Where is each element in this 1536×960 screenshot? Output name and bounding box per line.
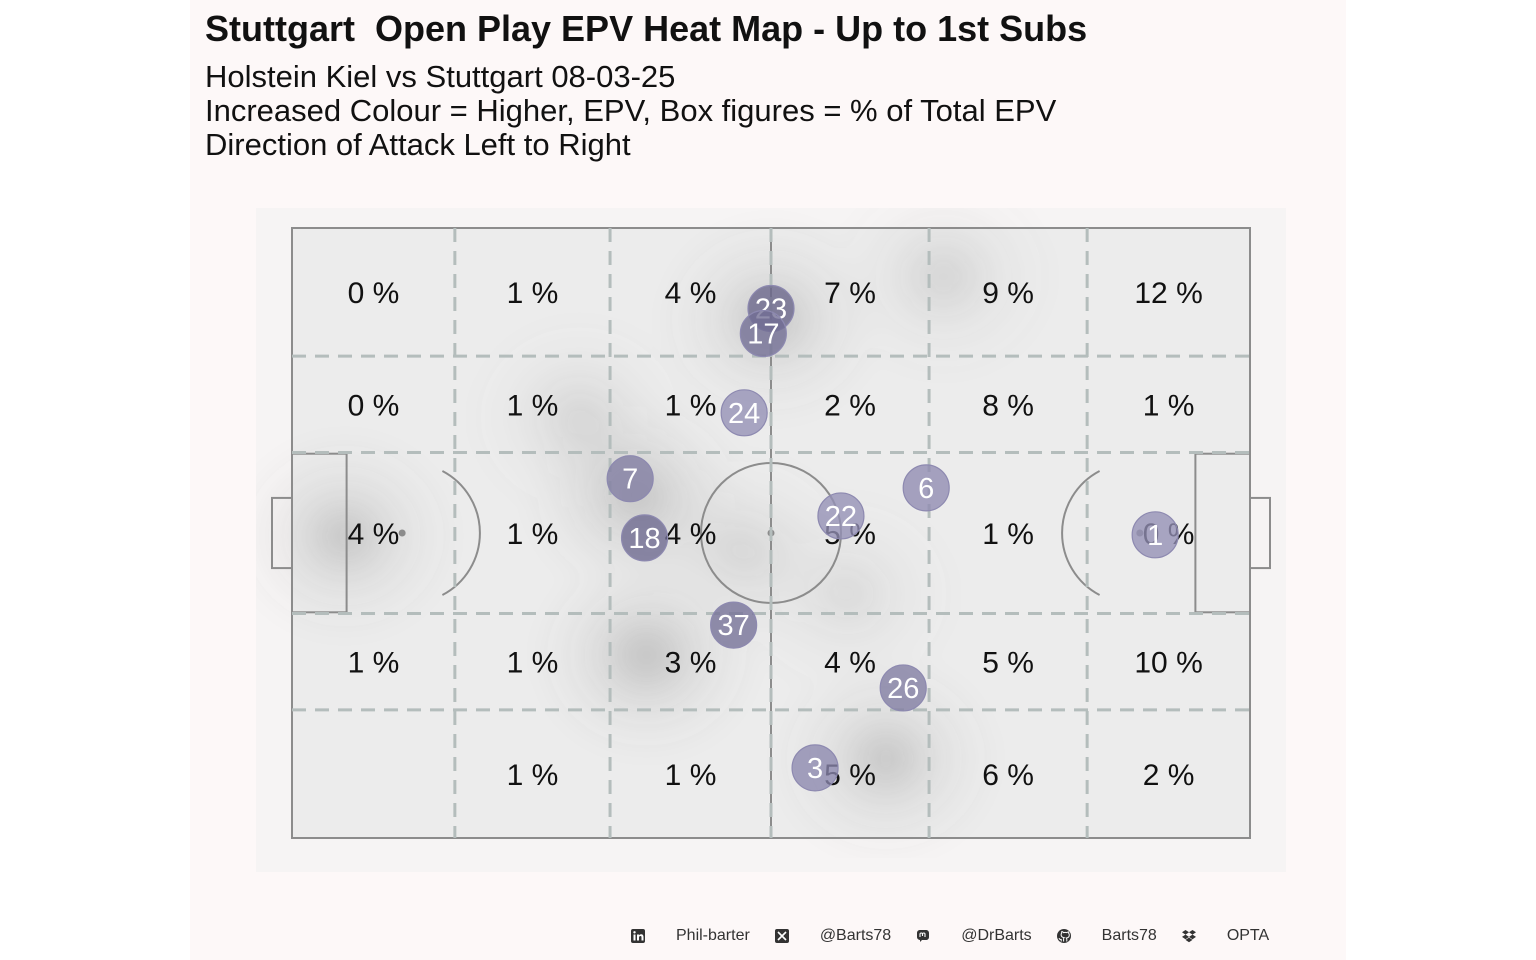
player-dot bbox=[620, 514, 669, 562]
density-contour bbox=[557, 397, 602, 438]
right-goal bbox=[1249, 496, 1271, 570]
zone-label: 1 % bbox=[665, 389, 717, 422]
left-penalty-spot bbox=[398, 529, 406, 537]
player-number: 37 bbox=[718, 610, 750, 642]
player-dot bbox=[1131, 511, 1179, 559]
density-blob-1 bbox=[276, 474, 413, 599]
player-marker: 37 bbox=[710, 601, 758, 649]
player-number: 26 bbox=[887, 673, 919, 705]
footer-credits: Phil-barter @Barts78 @DrBarts Barts78 OP… bbox=[630, 924, 1269, 948]
footer-x: @Barts78 bbox=[774, 927, 891, 945]
density-blob-9 bbox=[825, 574, 870, 614]
player-number: 24 bbox=[728, 398, 760, 430]
player-marker: 24 bbox=[720, 389, 768, 437]
density-contour bbox=[921, 256, 966, 297]
dropbox-icon bbox=[1181, 928, 1197, 944]
player-dot bbox=[710, 601, 758, 649]
subtitle-match: Holstein Kiel vs Stuttgart 08-03-25 bbox=[205, 59, 676, 94]
density-layer bbox=[276, 238, 986, 821]
footer-dropbox: OPTA bbox=[1181, 927, 1269, 945]
density-blob-8 bbox=[700, 513, 785, 590]
right-penalty-arc bbox=[1061, 470, 1101, 596]
player-dot bbox=[720, 389, 768, 437]
player-number: 7 bbox=[622, 464, 638, 496]
footer-mastodon: @DrBarts bbox=[915, 927, 1032, 945]
player-marker: 18 bbox=[620, 514, 669, 562]
x-twitter-icon bbox=[774, 928, 790, 944]
zone-label: 12 % bbox=[1134, 277, 1202, 310]
zone-label: 1 % bbox=[982, 518, 1034, 551]
footer-linkedin-label: Phil-barter bbox=[676, 927, 750, 944]
zone-label: 1 % bbox=[507, 389, 559, 422]
player-number: 3 bbox=[807, 753, 823, 785]
zone-label: 2 % bbox=[824, 389, 876, 422]
player-marker: 17 bbox=[739, 309, 787, 358]
zone-labels: 0 % 1 % 4 % 7 % 9 % 12 %0 % 1 % 1 % 2 % 8 % 1 %4 %… bbox=[348, 277, 1203, 792]
mastodon-icon bbox=[915, 928, 931, 944]
density-blob-3 bbox=[578, 593, 715, 717]
zone-label: 4 % bbox=[348, 518, 400, 551]
density-contour bbox=[863, 738, 908, 779]
player-dot bbox=[739, 309, 787, 358]
player-number: 17 bbox=[747, 319, 779, 351]
linkedin-icon bbox=[630, 928, 646, 944]
zone-label: 7 % bbox=[824, 277, 876, 310]
zone-label: 2 % bbox=[1143, 759, 1195, 792]
zone-label: 0 % bbox=[348, 389, 400, 422]
zone-label: 1 % bbox=[1143, 389, 1195, 422]
player-dot bbox=[817, 492, 865, 540]
density-blob-6 bbox=[817, 696, 955, 821]
density-blob-5 bbox=[901, 238, 986, 315]
left-goal bbox=[271, 496, 293, 570]
footer-github: Barts78 bbox=[1056, 927, 1157, 945]
zone-label: 3 % bbox=[665, 647, 717, 680]
zone-label: 1 % bbox=[348, 647, 400, 680]
left-penalty-arc bbox=[441, 470, 481, 596]
zone-label: 1 % bbox=[507, 277, 559, 310]
zone-label: 10 % bbox=[1134, 647, 1202, 680]
subtitle-direction: Direction of Attack Left to Right bbox=[205, 127, 631, 162]
density-contour bbox=[322, 516, 367, 557]
player-number: 18 bbox=[628, 523, 660, 555]
zone-label: 4 % bbox=[824, 647, 876, 680]
player-number: 6 bbox=[918, 473, 934, 505]
player-number: 22 bbox=[825, 501, 857, 533]
player-marker: 26 bbox=[879, 664, 927, 712]
player-dot bbox=[791, 744, 839, 792]
player-dot bbox=[902, 464, 950, 512]
player-number: 1 bbox=[1147, 520, 1163, 552]
zone-label: 6 % bbox=[982, 759, 1034, 792]
density-contour bbox=[624, 635, 669, 675]
zone-label: 9 % bbox=[982, 277, 1034, 310]
footer-linkedin: Phil-barter bbox=[630, 927, 750, 945]
player-marker: 22 bbox=[817, 492, 865, 540]
zone-label: 1 % bbox=[507, 647, 559, 680]
zone-label: 1 % bbox=[507, 759, 559, 792]
zone-label: 1 % bbox=[507, 518, 559, 551]
zone-label: 0 % bbox=[348, 277, 400, 310]
zone-label: 5 % bbox=[982, 647, 1034, 680]
player-marker: 6 bbox=[902, 464, 950, 512]
chart-title: Stuttgart Open Play EPV Heat Map - Up to… bbox=[205, 8, 1088, 49]
zone-label: 4 % bbox=[665, 277, 717, 310]
zone-label: 1 % bbox=[665, 759, 717, 792]
density-contour bbox=[825, 574, 870, 614]
player-dot bbox=[879, 664, 927, 712]
zone-label: 8 % bbox=[982, 389, 1034, 422]
density-contour bbox=[720, 531, 765, 572]
player-marker: 1 bbox=[1131, 511, 1179, 559]
github-icon bbox=[1056, 928, 1072, 944]
player-dot bbox=[606, 455, 654, 503]
footer-mastodon-label: @DrBarts bbox=[961, 927, 1032, 944]
footer-github-label: Barts78 bbox=[1101, 927, 1157, 944]
zone-label: 4 % bbox=[665, 518, 717, 551]
player-marker: 7 bbox=[606, 455, 654, 503]
footer-x-label: @Barts78 bbox=[819, 927, 892, 944]
density-blob-7 bbox=[537, 379, 622, 456]
player-marker: 3 bbox=[791, 744, 839, 792]
subtitle-legend-note: Increased Colour = Higher, EPV, Box figu… bbox=[205, 93, 1057, 128]
footer-dropbox-label: OPTA bbox=[1226, 927, 1270, 944]
